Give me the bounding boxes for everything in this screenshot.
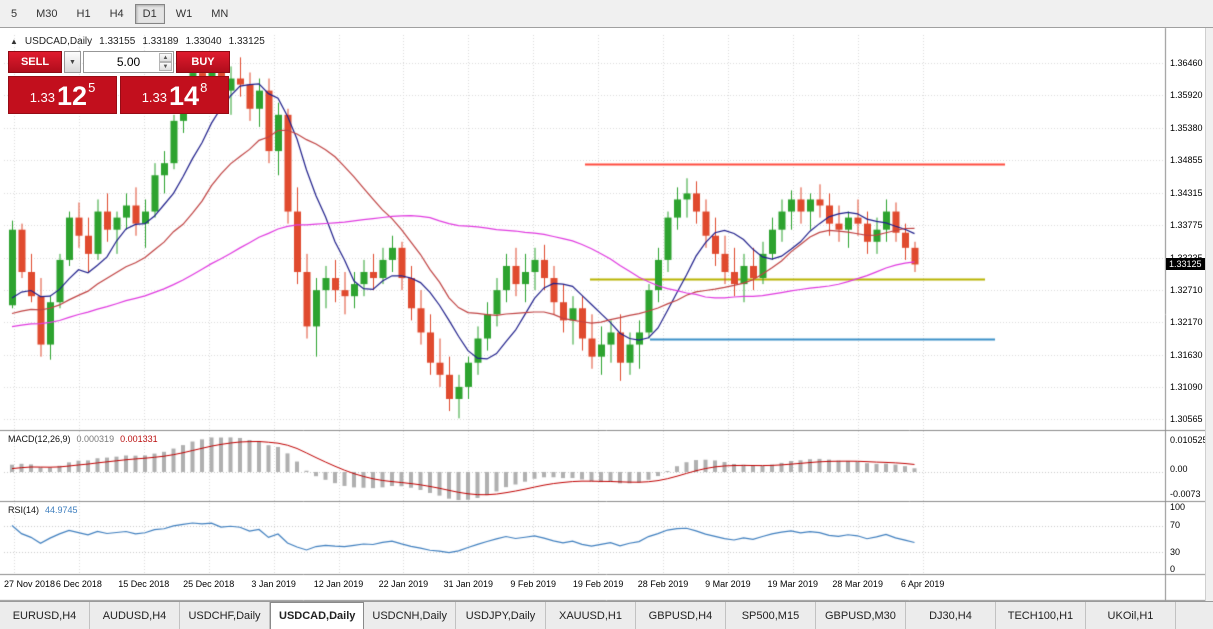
spin-up-icon[interactable]: ▲	[159, 53, 172, 62]
buy-price-button[interactable]: 1.33 14 8	[120, 76, 229, 114]
date-axis-label: 22 Jan 2019	[378, 579, 429, 589]
price-axis-label: 1.31630	[1170, 349, 1203, 360]
macd-name: MACD(12,26,9)	[8, 434, 71, 444]
volume-field[interactable]: 5.00 ▲ ▼	[83, 51, 174, 73]
price-axis-label: 1.36460	[1170, 57, 1203, 68]
volume-dropdown-button[interactable]: ▼	[64, 51, 81, 73]
symbol-tab-gbpusd-h4[interactable]: GBPUSD,H4	[635, 602, 726, 629]
symbol-tab-usdcad-daily[interactable]: USDCAD,Daily	[270, 602, 365, 629]
date-axis-label: 3 Jan 2019	[251, 579, 296, 589]
date-axis-label: 19 Feb 2019	[572, 579, 624, 589]
symbol-tab-usdcnh-daily[interactable]: USDCNH,Daily	[364, 602, 456, 629]
date-axis-label: 15 Dec 2018	[118, 579, 170, 589]
buy-price-point: 8	[200, 80, 208, 95]
trade-panel-collapse-icon[interactable]: ▲	[10, 37, 18, 46]
symbol-tab-sp500-m15[interactable]: SP500,M15	[725, 602, 816, 629]
macd-axis-label: -0.0073	[1170, 489, 1201, 499]
one-click-trade-panel: SELL ▼ 5.00 ▲ ▼ BUY 1.33 12 5	[8, 51, 230, 114]
sell-price-prefix: 1.33	[29, 90, 56, 105]
macd-main-value: 0.000319	[76, 434, 115, 444]
ohlc-close: 1.33125	[228, 36, 265, 47]
buy-price-prefix: 1.33	[141, 90, 168, 105]
date-axis-label: 6 Apr 2019	[900, 579, 945, 589]
chevron-down-icon: ▼	[69, 58, 76, 66]
rsi-axis-label: 0	[1170, 564, 1176, 574]
timeframe-button-w1[interactable]: W1	[175, 7, 193, 20]
price-axis-label: 1.31090	[1170, 382, 1203, 393]
date-axis-label: 9 Feb 2019	[510, 579, 556, 589]
sell-button[interactable]: SELL	[8, 51, 62, 73]
sell-price-pips: 12	[57, 81, 88, 111]
date-axis-label: 19 Mar 2019	[767, 579, 819, 589]
price-axis-label: 1.30565	[1170, 414, 1203, 425]
rsi-indicator-label: RSI(14) 44.9745	[8, 505, 78, 515]
sell-price-point: 5	[88, 80, 96, 95]
date-axis-label: 27 Nov 2018	[4, 579, 56, 589]
timeframe-button-h4[interactable]: H4	[109, 7, 124, 20]
price-axis-label: 1.35920	[1170, 90, 1203, 101]
price-axis-label: 1.34315	[1170, 187, 1203, 198]
rsi-name: RSI(14)	[8, 505, 40, 515]
timeframe-button-h1[interactable]: H1	[76, 7, 91, 20]
ohlc-open: 1.33155	[99, 36, 136, 47]
ohlc-low: 1.33040	[185, 36, 222, 47]
macd-indicator-label: MACD(12,26,9) 0.000319 0.001331	[8, 434, 158, 444]
sell-price-button[interactable]: 1.33 12 5	[8, 76, 117, 114]
macd-axis-label: 0.010525	[1170, 435, 1208, 445]
symbol-tab-ukoil-h1[interactable]: UKOil,H1	[1085, 602, 1176, 629]
symbol-tab-xauusd-h1[interactable]: XAUUSD,H1	[545, 602, 636, 629]
date-axis-label: 28 Mar 2019	[832, 579, 883, 589]
ohlc-high: 1.33189	[142, 36, 179, 47]
price-axis-label: 1.34855	[1170, 154, 1203, 165]
date-axis-label: 12 Jan 2019	[313, 579, 364, 589]
price-axis-label: 1.35380	[1170, 123, 1203, 134]
current-price-badge: 1.33125	[1166, 258, 1213, 271]
rsi-axis-label: 30	[1170, 547, 1181, 557]
vertical-scrollbar[interactable]	[1205, 28, 1213, 601]
date-axis-label: 9 Mar 2019	[705, 579, 751, 589]
symbol-tab-gbpusd-m30[interactable]: GBPUSD,M30	[815, 602, 906, 629]
rsi-axis-label: 100	[1170, 502, 1186, 512]
timeframe-button-m30[interactable]: M30	[36, 7, 58, 20]
buy-price-pips: 14	[169, 81, 200, 111]
date-axis-label: 31 Jan 2019	[443, 579, 494, 589]
price-axis-label: 1.32170	[1170, 317, 1203, 328]
spin-down-icon[interactable]: ▼	[159, 62, 172, 71]
price-axis-label: 1.32710	[1170, 284, 1203, 295]
rsi-value: 44.9745	[45, 505, 78, 515]
timeframe-toolbar: 5 M30 H1 H4 D1 W1 MN	[0, 0, 1213, 28]
date-axis-label: 28 Feb 2019	[637, 579, 689, 589]
timeframe-button-mn[interactable]: MN	[211, 7, 229, 20]
timeframe-button-d1[interactable]: D1	[134, 3, 165, 24]
symbol-tab-dj30-h4[interactable]: DJ30,H4	[905, 602, 996, 629]
chart-ohlc-header: ▲ USDCAD,Daily 1.33155 1.33189 1.33040 1…	[10, 36, 265, 47]
price-axis-label: 1.33235	[1170, 253, 1203, 263]
symbol-tab-usdchf-daily[interactable]: USDCHF,Daily	[180, 602, 270, 629]
symbol-tab-usdjpy-daily[interactable]: USDJPY,Daily	[455, 602, 546, 629]
macd-signal-value: 0.001331	[120, 434, 158, 444]
symbol-tab-audusd-h4[interactable]: AUDUSD,H4	[90, 602, 180, 629]
price-axis-label: 1.33775	[1170, 220, 1203, 231]
symbol-tab-eurusd-h4[interactable]: EURUSD,H4	[0, 602, 90, 629]
volume-value: 5.00	[116, 55, 141, 69]
symbol-tab-tech100-h1[interactable]: TECH100,H1	[995, 602, 1086, 629]
buy-button[interactable]: BUY	[176, 51, 230, 73]
volume-stepper: ▲ ▼	[159, 53, 172, 71]
timeframe-button-5[interactable]: 5	[11, 7, 18, 20]
chart-symbol-label: USDCAD,Daily	[24, 36, 93, 47]
symbol-tab-bar: EURUSD,H4 AUDUSD,H4 USDCHF,Daily USDCAD,Dai…	[0, 601, 1213, 629]
date-axis-label: 6 Dec 2018	[55, 579, 102, 589]
date-axis-label: 25 Dec 2018	[183, 579, 235, 589]
rsi-axis-label: 70	[1170, 520, 1181, 530]
macd-axis-label: 0.00	[1170, 464, 1188, 474]
